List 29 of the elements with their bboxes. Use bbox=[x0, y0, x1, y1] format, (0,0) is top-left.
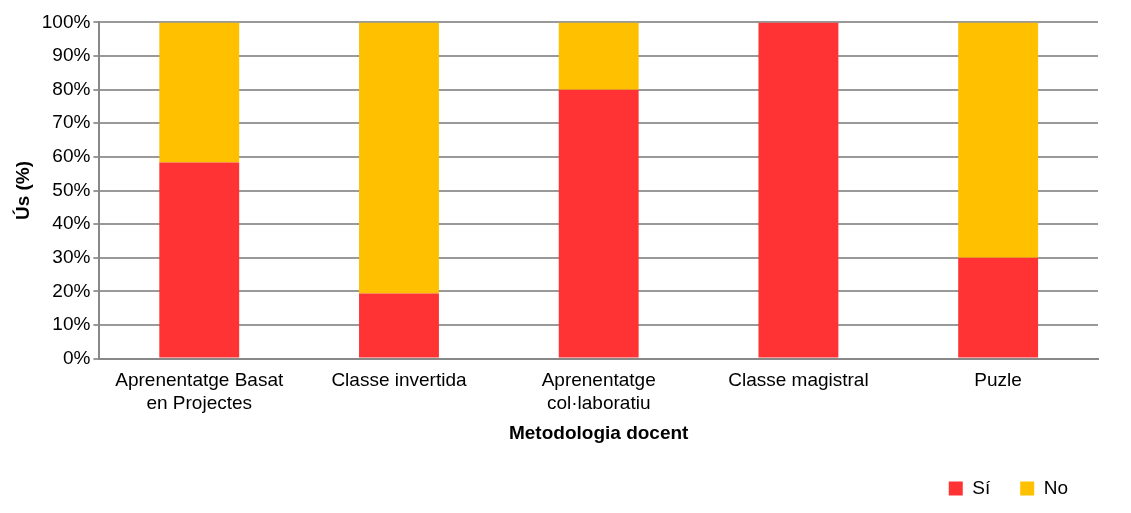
y-tick-label: 90% bbox=[52, 44, 91, 66]
bar bbox=[758, 22, 839, 358]
bar bbox=[958, 22, 1039, 258]
y-tick-label: 40% bbox=[52, 212, 91, 234]
x-tick-label: Classe invertida bbox=[331, 369, 467, 391]
y-tick-label: 20% bbox=[52, 279, 91, 301]
y-tick-label: 80% bbox=[52, 77, 91, 99]
x-tick-label: Aprenentatge col·laboratiu bbox=[541, 369, 656, 414]
legend-label: Sí bbox=[972, 476, 991, 498]
y-axis-title: Ús (%) bbox=[11, 160, 33, 221]
x-tick-label: Puzle bbox=[974, 369, 1022, 391]
bar bbox=[958, 257, 1039, 358]
y-tick-label: 30% bbox=[52, 245, 91, 267]
x-tick-label: Classe magistral bbox=[728, 369, 869, 391]
y-tick-label: 10% bbox=[52, 313, 91, 335]
x-axis-title: Metodologia docent bbox=[508, 421, 690, 443]
bar bbox=[359, 22, 439, 294]
x-tick-label: Aprenentatge Basat en Projectes bbox=[115, 369, 284, 414]
y-tick-label: 0% bbox=[62, 346, 91, 368]
bar bbox=[159, 22, 240, 163]
bar bbox=[558, 22, 639, 90]
bar bbox=[558, 89, 639, 358]
y-tick-label: 100% bbox=[41, 10, 91, 32]
bar bbox=[159, 162, 240, 358]
y-tick-label: 60% bbox=[52, 145, 91, 167]
legend-label: No bbox=[1043, 476, 1069, 498]
y-tick-label: 70% bbox=[52, 111, 91, 133]
y-tick-label: 50% bbox=[52, 178, 91, 200]
bar bbox=[359, 293, 439, 358]
